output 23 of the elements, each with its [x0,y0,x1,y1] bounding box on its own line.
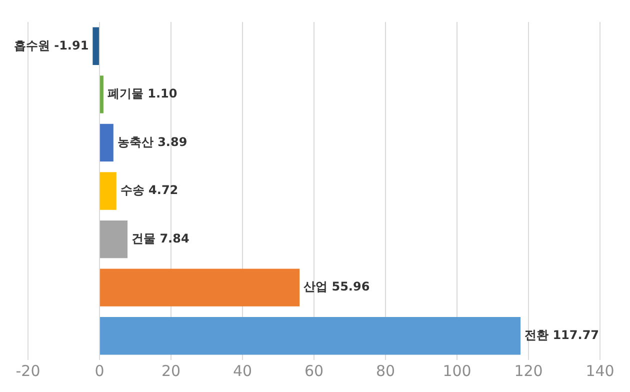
bar [100,76,104,114]
bar [92,27,99,65]
x-tick-label: 20 [161,362,181,380]
x-tick-label: 0 [94,362,104,380]
bar [100,172,116,210]
bar [100,220,128,258]
category-label: 전환 117.77 [524,328,600,342]
x-tick-label: 120 [514,362,543,380]
category-label: 폐기물 1.10 [107,86,178,101]
x-tick-label: 40 [232,362,252,380]
x-tick-label: 100 [442,362,472,380]
bar [100,268,300,306]
x-tick-label: -20 [16,362,40,380]
bar [100,317,521,355]
x-tick-label: 60 [304,362,324,380]
x-tick-label: 80 [376,362,396,380]
category-label: 흡수원 -1.91 [14,38,89,52]
category-label: 농축산 3.89 [117,134,188,149]
category-label: 산업 55.96 [304,280,370,294]
x-tick-label: 140 [586,362,614,380]
category-label: 건물 7.84 [132,231,190,246]
bar [100,124,114,162]
category-label: 수송 4.72 [120,183,178,198]
